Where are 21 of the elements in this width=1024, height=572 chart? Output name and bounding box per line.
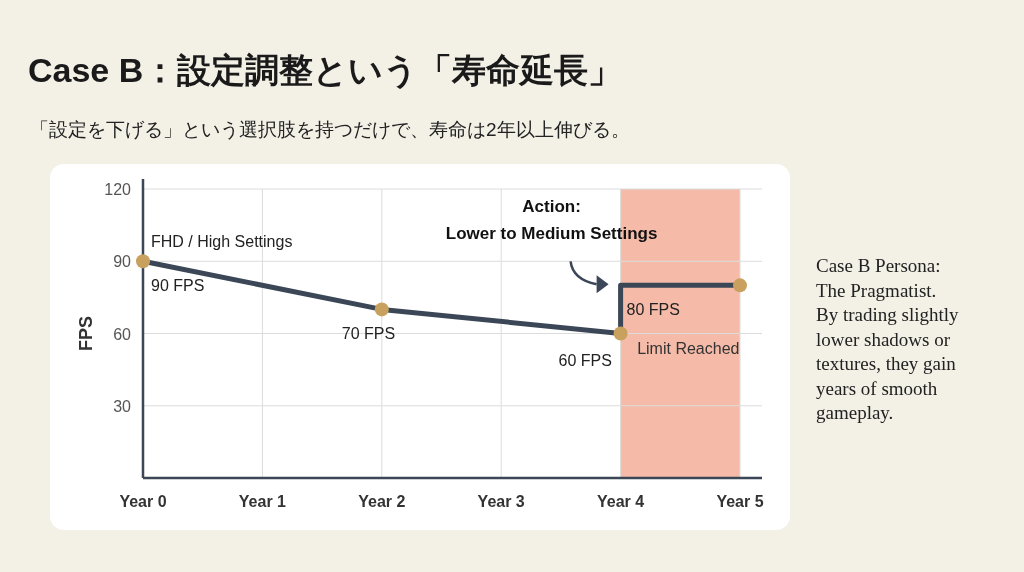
data-label: 80 FPS bbox=[626, 301, 680, 319]
x-tick-label: Year 2 bbox=[358, 493, 406, 510]
band-label: Limit Reached bbox=[637, 339, 740, 357]
data-label: 70 FPS bbox=[341, 325, 396, 343]
x-tick-label: Year 0 bbox=[119, 493, 167, 510]
annotation: FHD / High Settings bbox=[151, 233, 293, 251]
y-axis-title: FPS bbox=[76, 315, 96, 352]
x-tick-label: Year 3 bbox=[477, 493, 525, 510]
x-tick-label: Year 1 bbox=[238, 493, 287, 510]
x-tick-label: Year 5 bbox=[716, 493, 764, 510]
y-tick-label: 30 bbox=[113, 397, 132, 415]
annotation: Action: Lower to Medium Settings bbox=[445, 197, 658, 244]
x-tick-label: Year 4 bbox=[597, 493, 645, 510]
y-tick-label: 120 bbox=[104, 181, 132, 198]
data-label: 90 FPS bbox=[151, 277, 205, 295]
y-tick-label: 60 bbox=[113, 325, 132, 343]
y-tick-label: 90 bbox=[113, 253, 132, 271]
text: Case B Persona: The Pragmatist. By trading slightly lower shadows or textures, they gain years of smooth gameplay. bbox=[816, 255, 959, 423]
chart-title: Case B：設定調整という「寿命延長」 bbox=[28, 51, 623, 90]
chart-subtitle: 「設定を下げる」という選択肢を持つだけで、寿命は2年以上伸びる。 bbox=[30, 119, 630, 140]
data-label: 60 FPS bbox=[558, 351, 612, 369]
